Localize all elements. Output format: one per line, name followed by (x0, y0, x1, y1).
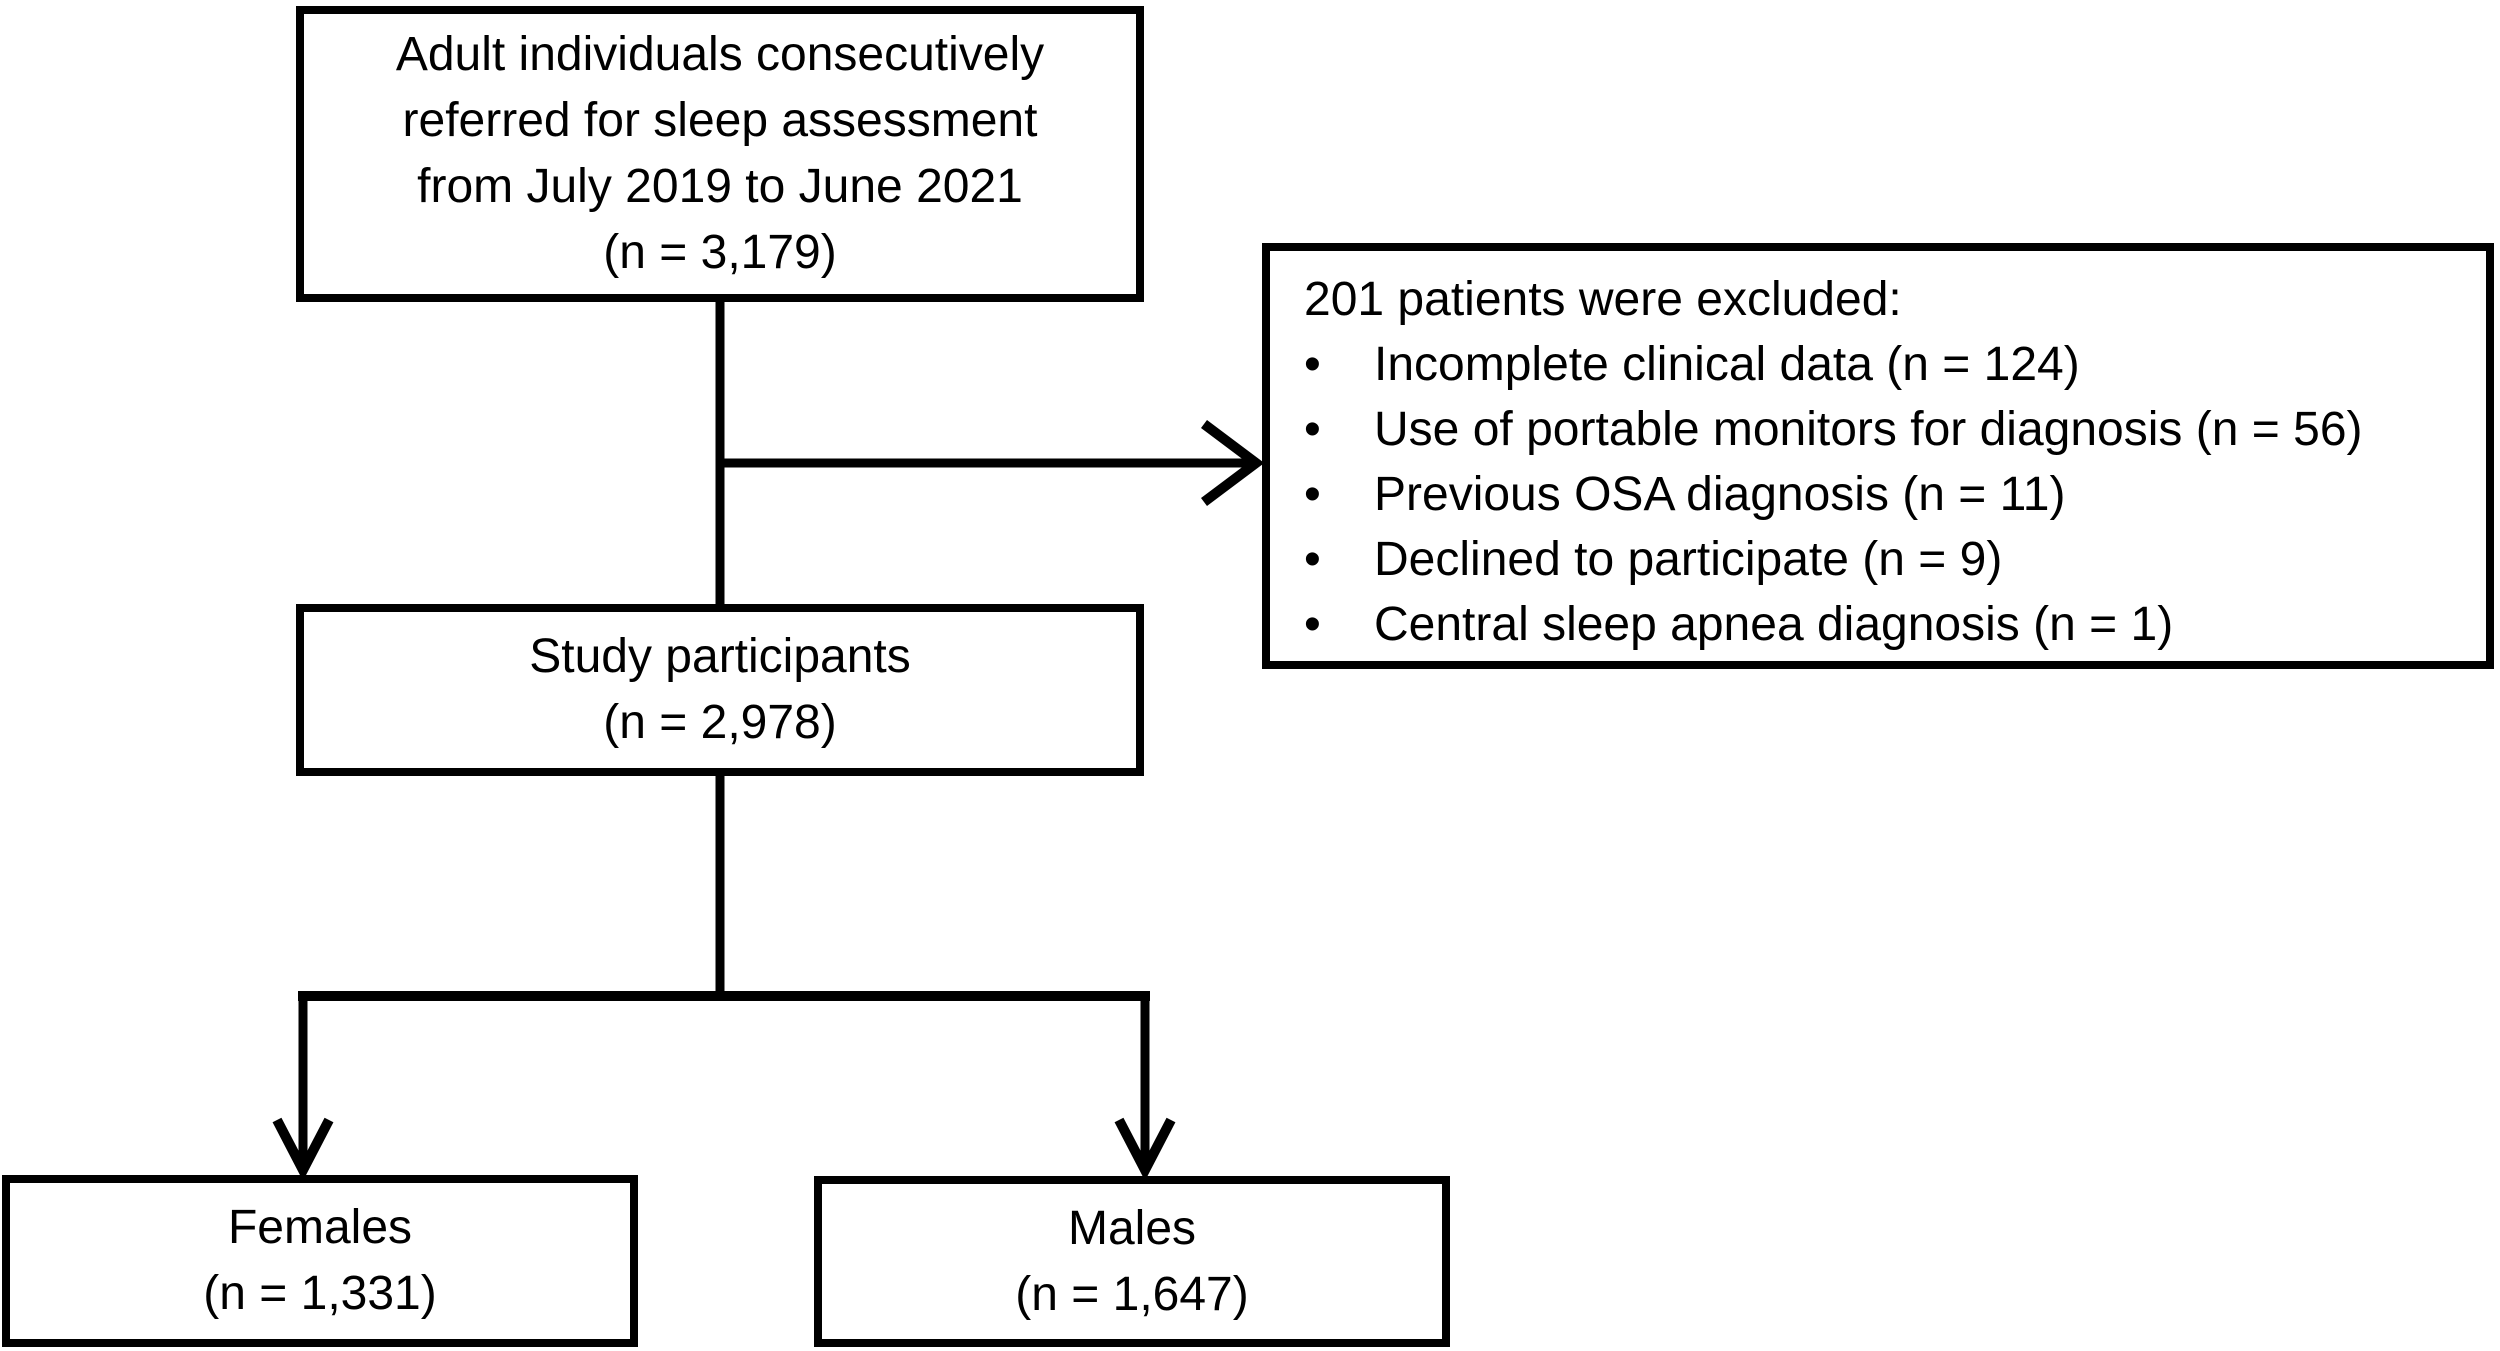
excluded-item: • Previous OSA diagnosis (n = 11) (1304, 462, 2468, 527)
excluded-item: • Incomplete clinical data (n = 124) (1304, 332, 2468, 397)
bullet-icon: • (1304, 338, 1321, 391)
excluded-item-text-3: Previous OSA diagnosis (n = 11) (1374, 468, 2066, 521)
box-referred-line-2: referred for sleep assessment (402, 94, 1038, 147)
excluded-item: • Use of portable monitors for diagnosis… (1304, 397, 2468, 462)
box-excluded-content: 201 patients were excluded: • Incomplete… (1270, 251, 2486, 667)
box-males-count: (n = 1,647) (1015, 1267, 1249, 1321)
box-females-count: (n = 1,331) (203, 1267, 437, 1320)
box-participants-count: (n = 2,978) (603, 696, 837, 749)
box-females-label: Females (227, 1201, 413, 1254)
bullet-icon: • (1304, 468, 1321, 521)
males-arrowhead-icon (1114, 1117, 1176, 1181)
box-referred-line-3: from July 2019 to June 2021 (417, 160, 1023, 213)
excluded-item-text-4: Declined to participate (n = 9) (1374, 533, 2003, 586)
box-referred-count: (n = 3,179) (603, 226, 837, 279)
bullet-icon: • (1304, 403, 1321, 456)
box-excluded: 201 patients were excluded: • Incomplete… (1262, 243, 2494, 669)
box-participants: Study participants (n = 2,978) (296, 604, 1144, 776)
excluded-item-text-1: Incomplete clinical data (n = 124) (1374, 338, 2080, 391)
excluded-item-text-2: Use of portable monitors for diagnosis (… (1374, 403, 2363, 456)
excluded-item: • Central sleep apnea diagnosis (n = 1) (1304, 592, 2468, 657)
bullet-icon: • (1304, 533, 1321, 586)
box-participants-label: Study participants (529, 630, 911, 683)
excluded-item-text-5: Central sleep apnea diagnosis (n = 1) (1374, 598, 2174, 651)
box-females: Females (n = 1,331) (2, 1175, 638, 1347)
box-referred-line-1: Adult individuals consecutively (395, 28, 1045, 81)
box-excluded-title: 201 patients were excluded: (1304, 273, 1902, 326)
bullet-icon: • (1304, 598, 1321, 651)
box-males: Males (n = 1,647) (814, 1176, 1450, 1347)
excluded-arrowhead-icon (1201, 420, 1265, 506)
females-arrowhead-icon (272, 1117, 334, 1181)
box-males-label: Males (1067, 1201, 1197, 1255)
box-referred: Adult individuals consecutively referred… (296, 6, 1144, 302)
excluded-item: • Declined to participate (n = 9) (1304, 527, 2468, 592)
